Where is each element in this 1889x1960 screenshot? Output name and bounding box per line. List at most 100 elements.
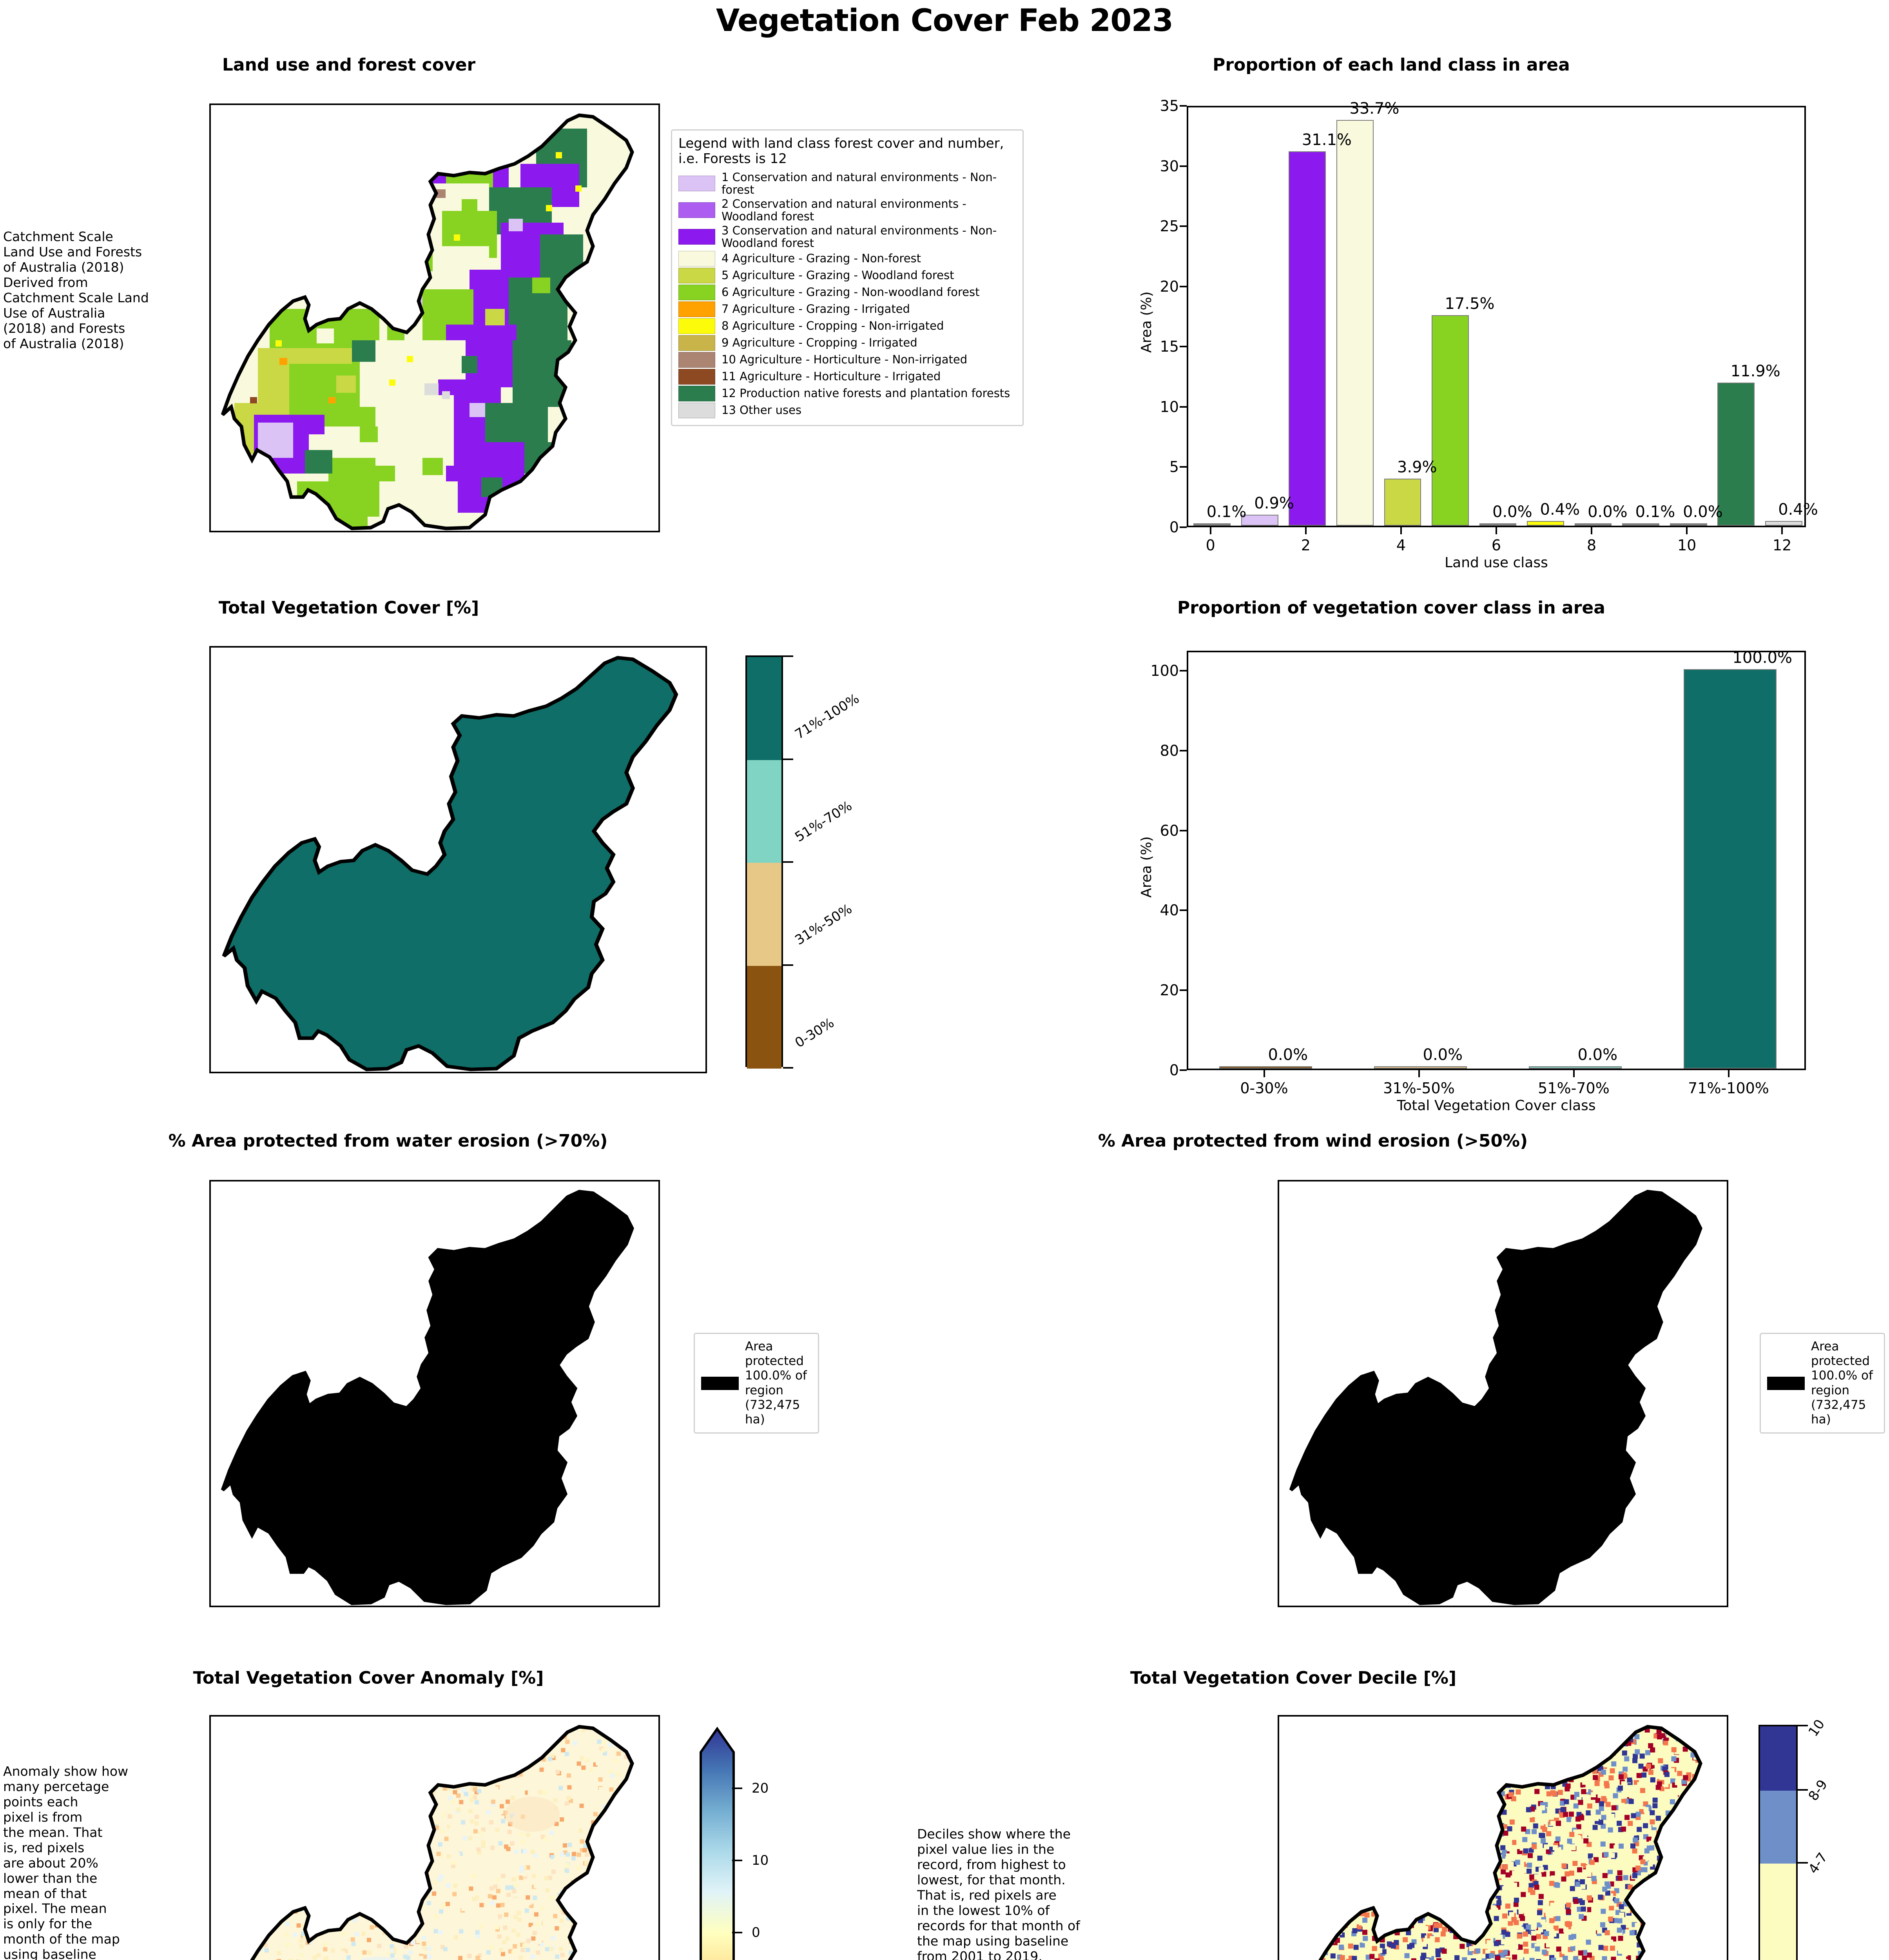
bar-5 xyxy=(1432,315,1469,526)
anomaly-colorbar-tick-mark xyxy=(732,1932,742,1933)
vegcover-catchment-fill xyxy=(222,656,678,1071)
landclass-chart-axes xyxy=(1187,106,1806,527)
bar-value-label: 11.9% xyxy=(1730,362,1780,380)
anomaly-colorbar-tick-mark xyxy=(732,1788,742,1789)
bar-4 xyxy=(1384,479,1421,526)
landuse-legend-item: 11 Agriculture - Horticulture - Irrigate… xyxy=(678,368,1016,385)
landuse-legend: Legend with land class forest cover and … xyxy=(671,129,1024,426)
y-tick-label: 0 xyxy=(1169,519,1179,536)
bar-value-label: 0.0% xyxy=(1268,1046,1308,1064)
landuse-legend-swatch xyxy=(678,368,715,385)
vegcover-colorbar-tick-label: 0-30% xyxy=(792,1015,837,1051)
anomaly-colorbar-tick-label: 10 xyxy=(752,1853,769,1868)
landuse-legend-item: 7 Agriculture - Grazing - Irrigated xyxy=(678,301,1016,317)
landuse-legend-label: 10 Agriculture - Horticulture - Non-irri… xyxy=(722,353,968,367)
vegcover-colorbar-tick-mark xyxy=(783,964,793,966)
x-tick-label: 71%-100% xyxy=(1688,1080,1769,1097)
y-tick-mark xyxy=(1180,105,1187,107)
y-tick-mark xyxy=(1180,750,1187,751)
landuse-legend-swatch xyxy=(678,301,715,317)
bar-value-label: 3.9% xyxy=(1397,458,1437,477)
vegcover-colorbar-tick-mark xyxy=(783,758,793,760)
vegclass-xlabel: Total Vegetation Cover class xyxy=(1397,1098,1596,1114)
bar-value-label: 0.9% xyxy=(1254,494,1294,513)
landclass-ylabel: Area (%) xyxy=(1138,291,1155,353)
bar-value-label: 0.1% xyxy=(1635,503,1675,521)
landuse-legend-swatch xyxy=(678,202,715,218)
wind-protected-area xyxy=(1289,1190,1702,1605)
landuse-legend-swatch xyxy=(678,229,715,245)
x-tick-mark xyxy=(1591,527,1593,534)
landuse-legend-label: 2 Conservation and natural environments … xyxy=(722,197,966,223)
y-tick-label: 5 xyxy=(1169,458,1179,476)
landuse-legend-label: 13 Other uses xyxy=(722,403,802,417)
y-tick-label: 35 xyxy=(1160,97,1179,114)
landuse-legend-title: Legend with land class forest cover and … xyxy=(678,136,1004,167)
x-tick-mark xyxy=(1418,1070,1420,1077)
landuse-legend-item: 6 Agriculture - Grazing - Non-woodland f… xyxy=(678,284,1016,300)
water-erosion-map-title: % Area protected from water erosion (>70… xyxy=(168,1131,608,1151)
bar-value-label: 33.7% xyxy=(1349,99,1400,118)
landuse-legend-item: 10 Agriculture - Horticulture - Non-irri… xyxy=(678,352,1016,368)
y-tick-label: 25 xyxy=(1160,218,1179,235)
y-tick-label: 80 xyxy=(1160,742,1179,759)
decile-colorbar-segment xyxy=(1760,1791,1796,1864)
decile-colorbar-tick-label: 4-7 xyxy=(1805,1849,1831,1877)
catchment-outline xyxy=(221,113,634,530)
water-erosion-legend: Area protected 100.0% of region (732,475… xyxy=(694,1333,819,1434)
bar-12 xyxy=(1765,521,1802,526)
bar-0-30% xyxy=(1219,1066,1312,1069)
landuse-legend-item: 1 Conservation and natural environments … xyxy=(678,171,1016,196)
anomaly-colorbar-tick-mark xyxy=(732,1860,742,1861)
y-tick-mark xyxy=(1180,526,1187,528)
vegclass-chart-title: Proportion of vegetation cover class in … xyxy=(1177,598,1605,618)
vegcover-colorbar-segment xyxy=(747,760,781,863)
bar-9 xyxy=(1622,523,1659,526)
bar-value-label: 0.4% xyxy=(1778,500,1818,519)
vegclass-ylabel: Area (%) xyxy=(1138,836,1155,898)
decile-map-title: Total Vegetation Cover Decile [%] xyxy=(1130,1668,1457,1688)
anomaly-note: Anomaly show how many percetage points e… xyxy=(3,1764,129,1960)
decile-colorbar-tick-label: 8-9 xyxy=(1805,1777,1831,1804)
decile-colorbar-tick-label: 10 xyxy=(1805,1717,1828,1740)
x-tick-mark xyxy=(1263,1070,1265,1077)
vegcover-colorbar-tick-label: 31%-50% xyxy=(792,901,855,948)
anomaly-map xyxy=(209,1715,660,1960)
landuse-legend-swatch xyxy=(678,284,715,300)
landuse-legend-swatch xyxy=(678,176,715,192)
anomaly-colorbar-tick-label: 20 xyxy=(752,1780,769,1796)
landuse-legend-item: 4 Agriculture - Grazing - Non-forest xyxy=(678,250,1016,267)
y-tick-label: 10 xyxy=(1160,398,1179,416)
x-tick-mark xyxy=(1728,1070,1729,1077)
landuse-legend-item: 13 Other uses xyxy=(678,402,1016,418)
wind-erosion-legend: Area protected 100.0% of region (732,475… xyxy=(1760,1333,1885,1434)
x-tick-label: 8 xyxy=(1586,537,1597,554)
decile-colorbar-tick-mark xyxy=(1798,1725,1808,1726)
landuse-map-svg xyxy=(221,113,634,530)
decile-colorbar-tick-mark xyxy=(1798,1789,1808,1791)
decile-note: Deciles show where the pixel value lies … xyxy=(917,1826,1080,1960)
wind-erosion-legend-label: Area protected 100.0% of region (732,475… xyxy=(1811,1339,1873,1426)
x-tick-label: 12 xyxy=(1773,537,1792,554)
landuse-legend-swatch xyxy=(678,267,715,283)
bar-value-label: 100.0% xyxy=(1732,648,1793,667)
bar-value-label: 17.5% xyxy=(1445,294,1495,313)
bar-value-label: 0.4% xyxy=(1540,500,1580,519)
decile-colorbar-segment xyxy=(1760,1726,1796,1791)
water-erosion-map xyxy=(209,1180,660,1607)
landuse-legend-item: 9 Agriculture - Cropping - Irrigated xyxy=(678,335,1016,351)
landuse-legend-swatch xyxy=(678,335,715,351)
landuse-legend-swatch xyxy=(678,318,715,334)
landuse-legend-swatch xyxy=(678,352,715,368)
x-tick-mark xyxy=(1209,527,1211,534)
decile-colorbar-segment xyxy=(1760,1863,1796,1960)
landuse-legend-label: 11 Agriculture - Horticulture - Irrigate… xyxy=(722,370,941,383)
vegcover-map-title: Total Vegetation Cover [%] xyxy=(218,598,479,618)
bar-value-label: 0.0% xyxy=(1492,503,1532,521)
y-tick-label: 20 xyxy=(1160,278,1179,295)
x-tick-label: 31%-50% xyxy=(1383,1080,1455,1097)
y-tick-mark xyxy=(1180,346,1187,348)
anomaly-colorbar-tick-label: 0 xyxy=(752,1925,760,1940)
y-tick-label: 60 xyxy=(1160,822,1179,839)
bar-value-label: 0.0% xyxy=(1423,1046,1463,1064)
